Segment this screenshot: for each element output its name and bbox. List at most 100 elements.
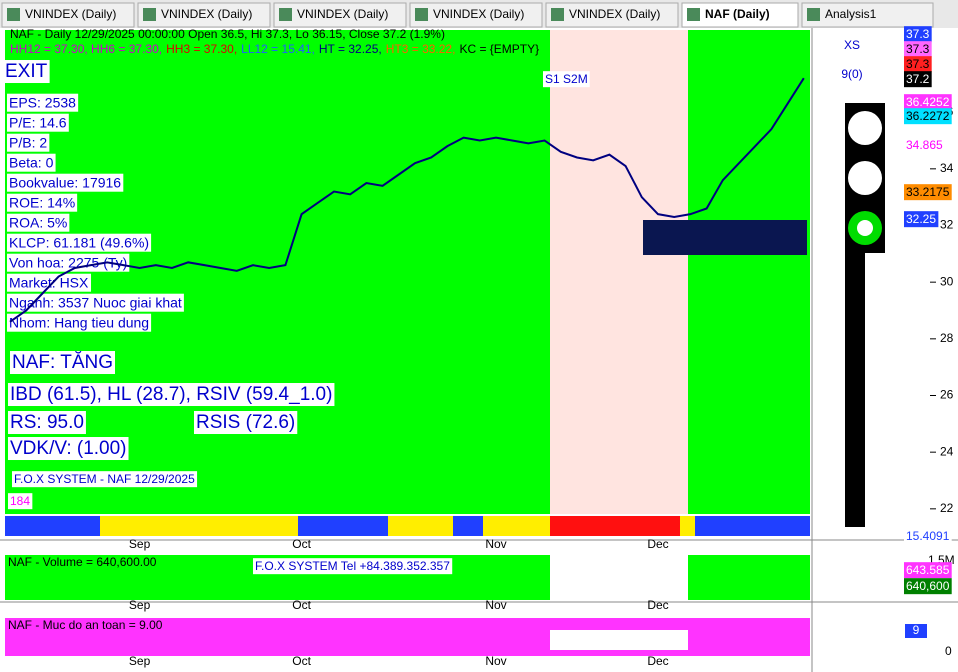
price-marker: 15.4091 <box>906 529 950 543</box>
rs: RS: 95.0 <box>10 412 84 433</box>
volume-marker: 640,600 <box>906 579 950 593</box>
label-box <box>7 113 69 132</box>
header-part: HT = 32.25, <box>319 42 382 56</box>
label-box <box>904 528 952 545</box>
label-box <box>12 471 198 488</box>
volume-title: NAF - Volume = 640,600.00 <box>8 555 157 569</box>
label-box <box>904 94 952 111</box>
price-marker: 36.4252 <box>906 95 950 109</box>
label-box <box>904 26 932 43</box>
price-marker: 37.2 <box>906 72 930 86</box>
exit: EXIT <box>5 61 48 82</box>
label-box <box>904 108 952 125</box>
tab[interactable] <box>273 2 407 28</box>
light <box>848 111 882 145</box>
y-tick-label: 30 <box>940 274 954 288</box>
tab-label[interactable]: VNINDEX (Daily) <box>433 7 524 21</box>
x-tick-label: Nov <box>485 598 506 612</box>
header-part: HH3 = 37.30, <box>166 42 237 56</box>
x-tick-label: Dec <box>647 537 668 551</box>
label-box <box>904 137 946 154</box>
price-marker: 36.2272 <box>906 109 950 123</box>
info-item: Von hoa: 2275 (Ty) <box>9 255 127 271</box>
price-marker: 37.3 <box>906 27 930 41</box>
tab-icon <box>143 8 156 21</box>
volume-marker: 643.585 <box>906 563 950 577</box>
label-box <box>8 493 33 510</box>
safety-marker-bg <box>905 624 927 638</box>
label-box <box>7 133 50 152</box>
label-box <box>904 578 952 595</box>
tab[interactable] <box>545 2 679 28</box>
label-box <box>904 211 939 228</box>
y-tick-label: 34 <box>940 161 954 175</box>
x-tick-label: Dec <box>647 598 668 612</box>
label-box <box>194 411 298 435</box>
ibd: IBD (61.5), HL (28.7), RSIV (59.4_1.0) <box>10 384 332 405</box>
tab-label[interactable]: VNINDEX (Daily) <box>161 7 252 21</box>
x-tick-label: Oct <box>292 537 311 551</box>
label-box <box>7 93 79 112</box>
label-box <box>8 411 86 435</box>
tab[interactable] <box>801 2 934 28</box>
info-item: Nhom: Hang tieu dung <box>9 315 149 331</box>
volume-pink <box>550 555 688 600</box>
info-item: EPS: 2538 <box>9 95 76 111</box>
safety-white <box>550 630 688 650</box>
trend: NAF: TĂNG <box>12 352 113 373</box>
price-marker: 33.2175 <box>906 185 950 199</box>
label-box <box>904 56 932 73</box>
label-box <box>7 313 152 332</box>
xs: XS <box>844 38 860 52</box>
x-tick-label: Oct <box>292 598 311 612</box>
info-item: ROA: 5% <box>9 215 67 231</box>
x-tick-label: Sep <box>129 654 151 668</box>
label-box <box>7 193 78 212</box>
info-item: ROE: 14% <box>9 195 75 211</box>
header-part: LL12 = 15.41, <box>241 42 315 56</box>
tab-label[interactable]: Analysis1 <box>825 7 877 21</box>
x-tick-label: Nov <box>485 654 506 668</box>
tab-icon <box>415 8 428 21</box>
safety-title: NAF - Muc do an toan = 9.00 <box>8 618 163 632</box>
x-tick-label: Dec <box>647 654 668 668</box>
tab[interactable] <box>137 2 271 28</box>
pink-zone <box>550 30 688 514</box>
tab[interactable] <box>409 2 543 28</box>
y-tick-label: 26 <box>940 388 954 402</box>
volume-tel: F.O.X SYSTEM Tel +84.389.352.357 <box>255 559 450 573</box>
header-part: HH12 = 37.30, HH6 = 37.30, <box>10 42 162 56</box>
price-line <box>9 77 805 323</box>
tab-label[interactable]: VNINDEX (Daily) <box>25 7 116 21</box>
header-part: HT3 = 33.22, <box>386 42 456 56</box>
info-item: Nganh: 3537 Nuoc giai khat <box>9 295 182 311</box>
tab-icon <box>551 8 564 21</box>
info-item: Market: HSX <box>9 275 89 291</box>
light <box>848 161 882 195</box>
system-title: F.O.X SYSTEM - NAF 12/29/2025 <box>14 472 195 486</box>
tab-label[interactable]: VNINDEX (Daily) <box>297 7 388 21</box>
x-tick-label: Sep <box>129 598 151 612</box>
price-marker: 32.25 <box>906 212 936 226</box>
count: 184 <box>10 494 30 508</box>
y-tick-label: 32 <box>940 218 954 232</box>
tab[interactable] <box>681 2 799 28</box>
label-box <box>8 437 129 461</box>
info-item: P/B: 2 <box>9 135 47 151</box>
tab-label[interactable]: NAF (Daily) <box>705 7 770 21</box>
label-box <box>8 383 335 407</box>
price-marker: 34.865 <box>906 138 943 152</box>
y-tick-label: 22 <box>940 501 954 515</box>
label-box <box>7 173 124 192</box>
xs-value: 9(0) <box>841 67 862 81</box>
label-box <box>3 60 50 84</box>
label-box <box>904 41 932 58</box>
label-box <box>10 351 115 375</box>
color-strip <box>5 516 810 536</box>
tab-label[interactable]: VNINDEX (Daily) <box>569 7 660 21</box>
label-box <box>904 184 952 201</box>
tab[interactable] <box>1 2 135 28</box>
safety-zero: 0 <box>945 644 952 658</box>
safety-marker: 9 <box>913 623 920 637</box>
